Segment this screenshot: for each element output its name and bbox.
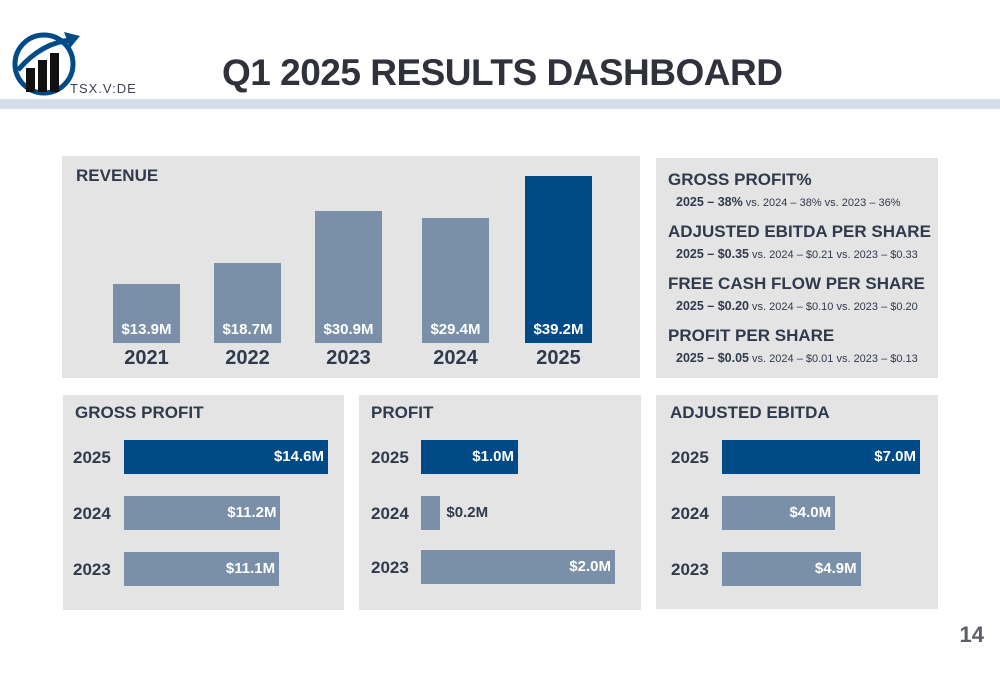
horizontal-bar: $11.1M [124,552,280,586]
row-year-label: 2025 [671,448,709,467]
bar-value-label: $4.0M [789,504,832,521]
kpi-title: ADJUSTED EBITDA PER SHARE [668,222,931,241]
kpi-detail: 2025 – $0.35 vs. 2024 – $0.21 vs. 2023 –… [676,247,918,261]
horizontal-bar: $7.0M [722,440,920,474]
revenue-bar: $13.9M [113,283,180,343]
revenue-title: REVENUE [76,166,159,185]
kpi-title: FREE CASH FLOW PER SHARE [668,274,925,293]
revenue-bar-label: $39.2M [533,321,584,338]
kpi-comparison: vs. 2024 – 38% vs. 2023 – 36% [742,197,901,209]
kpi-comparison: vs. 2024 – $0.10 vs. 2023 – $0.20 [749,301,918,313]
bar-value-label: $11.1M [225,560,276,577]
page-title: Q1 2025 RESULTS DASHBOARD [222,52,783,93]
bar-value-label: $1.0M [472,448,514,465]
profit-panel: PROFIT 2025 $1.0M 2024 $0.2M 2023 $2.0M [359,395,641,610]
horizontal-bar: $4.9M [722,552,861,586]
row-year-label: 2024 [73,504,111,523]
revenue-year-label: 2023 [326,347,371,369]
header-rule [0,99,1000,109]
horizontal-bar: $11.2M [124,496,281,530]
revenue-bar: $18.7M [214,263,281,343]
bar-value-label: $7.0M [874,448,916,465]
revenue-year-label: 2021 [124,347,169,369]
row-year-label: 2025 [73,448,111,467]
kpi-current-value: 2025 – $0.35 [676,247,749,261]
row-year-label: 2023 [671,560,709,579]
gross-profit-panel: GROSS PROFIT 2025 $14.6M 2024 $11.2M 2023 $11… [63,395,344,610]
revenue-bar: $30.9M [315,211,382,343]
revenue-year-label: 2024 [433,347,478,369]
revenue-bar-label: $13.9M [121,321,172,338]
bar-value-label: $2.0M [569,558,611,575]
adjusted-ebitda-panel: ADJUSTED EBITDA 2025 $7.0M 2024 $4.0M 2023 $4… [656,395,938,609]
row-year-label: 2025 [371,448,409,467]
kpi-detail: 2025 – 38% vs. 2024 – 38% vs. 2023 – 36% [676,195,901,209]
page-number: 14 [959,622,984,647]
kpi-current-value: 2025 – 38% [676,195,743,209]
revenue-bar: $29.4M [422,217,489,343]
kpi-detail: 2025 – $0.20 vs. 2024 – $0.10 vs. 2023 –… [676,299,918,313]
revenue-year-label: 2025 [536,347,581,369]
horizontal-bar: $4.0M [722,496,836,530]
revenue-bar-label: $18.7M [222,321,273,338]
gross-profit-title: GROSS PROFIT [75,403,204,422]
revenue-bar: $39.2M [525,176,592,343]
row-year-label: 2023 [371,558,409,577]
kpi-title: PROFIT PER SHARE [668,326,835,345]
ticker-symbol: TSX.V:DE [70,81,137,96]
row-year-label: 2024 [371,504,409,523]
kpi-title: GROSS PROFIT% [668,170,812,189]
profit-title: PROFIT [371,403,434,422]
kpi-comparison: vs. 2024 – $0.21 vs. 2023 – $0.33 [749,249,918,261]
bar-value-label: $14.6M [273,448,324,465]
kpi-current-value: 2025 – $0.20 [676,299,749,313]
horizontal-bar: $14.6M [124,440,328,474]
adjusted-ebitda-title: ADJUSTED EBITDA [670,403,830,422]
row-year-label: 2023 [73,560,111,579]
revenue-bar-label: $30.9M [323,321,374,338]
row-year-label: 2024 [671,504,709,523]
kpi-current-value: 2025 – $0.05 [676,351,749,365]
horizontal-bar: $1.0M [421,440,518,474]
kpi-detail: 2025 – $0.05 vs. 2024 – $0.01 vs. 2023 –… [676,351,918,365]
company-logo [12,32,80,96]
kpi-panel: GROSS PROFIT% 2025 – 38% vs. 2024 – 38% v… [656,158,938,378]
horizontal-bar: $2.0M [421,550,615,584]
revenue-year-label: 2022 [225,347,270,369]
bar-value-label: $11.2M [227,504,277,521]
revenue-bar-label: $29.4M [430,321,481,338]
horizontal-bar: $0.2M [421,496,488,530]
revenue-panel: REVENUE $13.9M 2021 $18.7M 2022 $30.9M 2023 $2… [62,156,640,378]
kpi-comparison: vs. 2024 – $0.01 vs. 2023 – $0.13 [749,353,918,365]
bar-value-label: $0.2M [446,504,489,521]
bar-value-label: $4.9M [814,560,857,577]
